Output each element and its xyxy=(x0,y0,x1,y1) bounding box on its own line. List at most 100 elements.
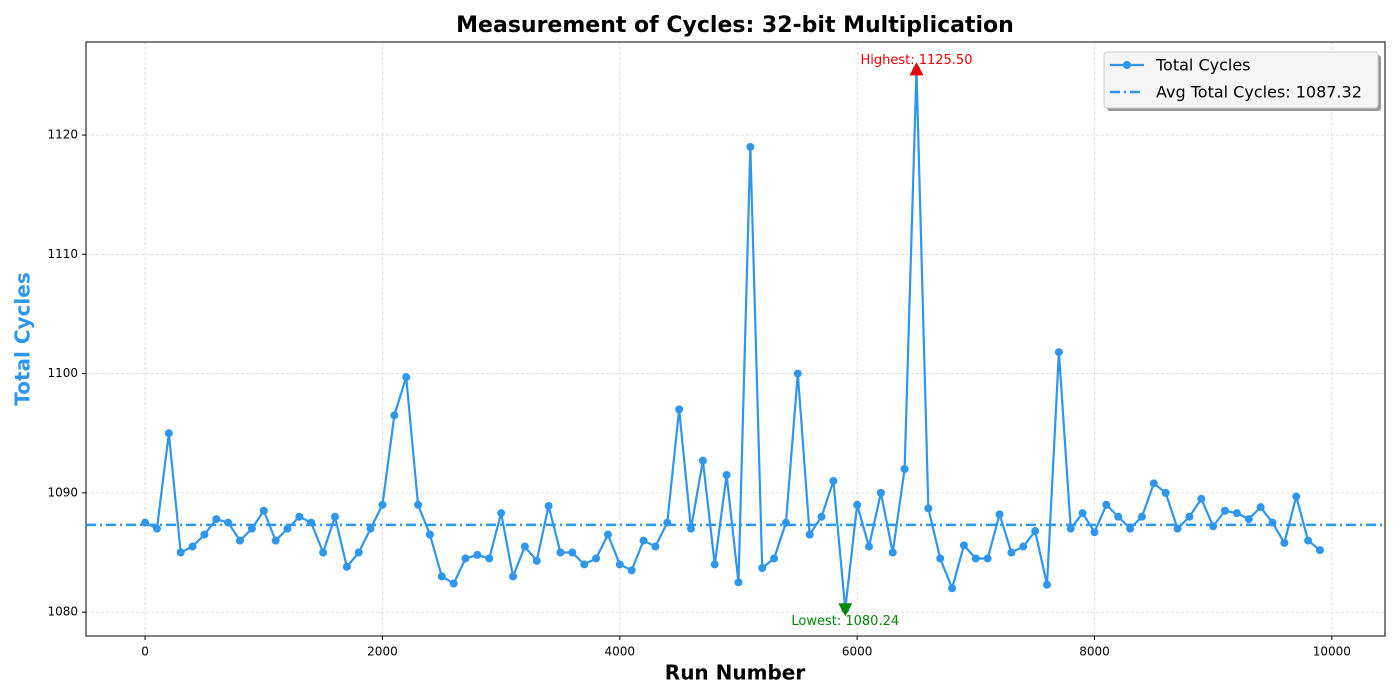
point xyxy=(141,518,150,527)
point xyxy=(710,560,719,569)
point xyxy=(1304,536,1313,545)
y-tick-label: 1100 xyxy=(47,366,78,380)
point xyxy=(1221,506,1230,515)
point xyxy=(259,506,268,515)
point xyxy=(390,411,399,420)
point xyxy=(497,509,506,518)
point xyxy=(461,554,470,563)
annotation-marker xyxy=(909,62,924,76)
point xyxy=(924,504,933,513)
point xyxy=(271,536,280,545)
point xyxy=(1173,524,1182,533)
point xyxy=(366,524,375,533)
x-tick-label: 6000 xyxy=(842,645,873,659)
point xyxy=(1197,494,1206,503)
point xyxy=(615,560,624,569)
point xyxy=(1126,524,1135,533)
point xyxy=(758,564,767,573)
plot-frame xyxy=(85,41,1386,637)
point xyxy=(176,548,185,557)
point xyxy=(936,554,945,563)
point xyxy=(236,536,245,545)
point xyxy=(152,524,161,533)
y-tick-label: 1120 xyxy=(47,128,78,142)
legend-marker xyxy=(1123,61,1131,69)
point xyxy=(1019,542,1028,551)
point xyxy=(247,524,256,533)
point xyxy=(686,524,695,533)
x-tick-label: 0 xyxy=(141,645,149,659)
point xyxy=(437,572,446,581)
point xyxy=(378,500,387,509)
point xyxy=(568,548,577,557)
point xyxy=(983,554,992,563)
legend-box xyxy=(1103,51,1379,109)
point xyxy=(900,465,909,474)
point xyxy=(793,369,802,378)
point xyxy=(295,512,304,521)
point xyxy=(414,500,423,509)
point xyxy=(342,562,351,571)
point xyxy=(1256,503,1265,512)
point xyxy=(532,556,541,565)
point xyxy=(995,510,1004,519)
point xyxy=(1007,548,1016,557)
point xyxy=(188,542,197,551)
point xyxy=(164,429,173,438)
point xyxy=(212,515,221,524)
y-tick-label: 1080 xyxy=(47,605,78,619)
x-tick-label: 4000 xyxy=(605,645,636,659)
point xyxy=(1043,580,1052,589)
point xyxy=(639,536,648,545)
point xyxy=(888,548,897,557)
point xyxy=(1232,509,1241,518)
point xyxy=(770,554,779,563)
point xyxy=(283,524,292,533)
legend-label: Avg Total Cycles: 1087.32 xyxy=(1156,83,1362,102)
point xyxy=(876,488,885,497)
point xyxy=(544,501,553,510)
x-tick-label: 8000 xyxy=(1079,645,1110,659)
annotation-label: Highest: 1125.50 xyxy=(860,53,972,68)
point xyxy=(959,541,968,550)
point xyxy=(1102,500,1111,509)
x-axis-label: Run Number xyxy=(665,661,806,685)
point xyxy=(817,512,826,521)
point xyxy=(1315,546,1324,555)
point xyxy=(485,554,494,563)
point xyxy=(330,512,339,521)
point xyxy=(1149,479,1158,488)
point xyxy=(971,554,980,563)
point xyxy=(1209,522,1218,531)
point xyxy=(1114,512,1123,521)
y-axis-label: Total Cycles xyxy=(11,272,35,406)
point xyxy=(746,142,755,151)
y-tick-label: 1110 xyxy=(47,247,78,261)
point xyxy=(592,554,601,563)
point xyxy=(651,542,660,551)
point xyxy=(425,530,434,539)
point xyxy=(1031,527,1040,536)
point xyxy=(1280,538,1289,547)
point xyxy=(1161,488,1170,497)
point xyxy=(805,530,814,539)
point xyxy=(1137,512,1146,521)
chart-title: Measurement of Cycles: 32-bit Multiplica… xyxy=(456,13,1014,38)
x-tick-label: 2000 xyxy=(367,645,398,659)
annotation-marker xyxy=(838,603,853,617)
point xyxy=(698,456,707,465)
point xyxy=(520,542,529,551)
point xyxy=(319,548,328,557)
point xyxy=(722,470,731,479)
point xyxy=(603,530,612,539)
point xyxy=(1268,518,1277,527)
series-line xyxy=(144,68,1321,611)
point xyxy=(663,518,672,527)
point xyxy=(1244,515,1253,524)
point xyxy=(1090,528,1099,537)
point xyxy=(853,500,862,509)
point xyxy=(781,518,790,527)
point xyxy=(307,518,316,527)
point xyxy=(1054,348,1063,357)
